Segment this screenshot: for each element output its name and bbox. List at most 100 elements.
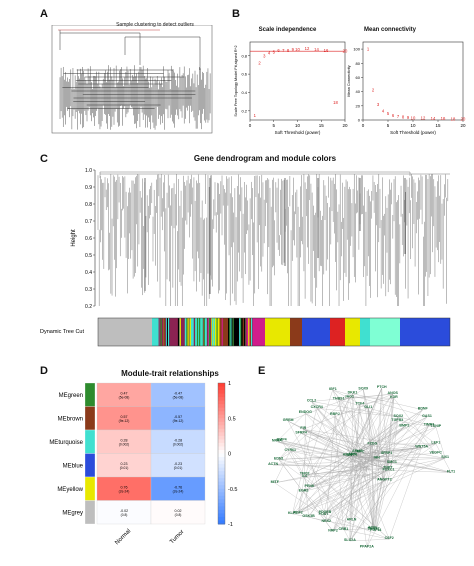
legend-gradient-step	[218, 471, 225, 476]
network-edge	[393, 398, 436, 454]
scale-ytick-label: 0.6	[241, 72, 247, 77]
network-edge	[305, 413, 356, 468]
c-ytick-label: 0.5	[85, 253, 92, 259]
c-color-stripe	[196, 318, 199, 346]
network-edge	[292, 455, 358, 515]
network-edge	[298, 459, 367, 514]
legend-gradient-step	[218, 467, 225, 472]
module-label: MEgrey	[62, 510, 83, 516]
module-color-swatch	[84, 429, 96, 454]
legend-gradient-step	[218, 464, 225, 469]
network-edge	[349, 425, 430, 542]
network-gene-label: GLI1	[364, 405, 372, 409]
legend-gradient-step	[218, 383, 225, 388]
network-edge	[301, 433, 351, 457]
network-edge	[349, 460, 366, 542]
network-edge	[303, 421, 398, 492]
network-gene-label: SMC1	[387, 460, 397, 464]
network-edge	[278, 407, 369, 460]
module-label: MEyellow	[57, 487, 83, 493]
network-gene-label: ACSL	[368, 525, 379, 529]
scale-point: 16	[324, 48, 329, 53]
network-gene-label: WNT	[346, 453, 355, 457]
network-edge	[352, 393, 360, 461]
c-color-stripe	[203, 318, 205, 346]
network-gene-label: RBPJ	[330, 412, 340, 416]
network-edge	[326, 416, 399, 522]
heatmap-cell-pvalue: (9e-12)	[119, 419, 130, 423]
network-edge	[375, 480, 385, 532]
network-edge	[332, 461, 371, 532]
network-edge	[323, 464, 358, 516]
heatmap-cell-pvalue: (0.8)	[175, 513, 182, 517]
network-edge	[388, 470, 452, 473]
network-edge	[343, 463, 359, 530]
panel-b-letter: B	[232, 8, 240, 20]
scale-point: 2	[258, 61, 261, 66]
c-color-stripe	[206, 318, 209, 346]
c-color-stripe	[211, 318, 214, 346]
legend-gradient-step	[218, 435, 225, 440]
network-edge	[311, 401, 387, 454]
network-edge	[365, 459, 452, 473]
network-edge	[350, 455, 452, 473]
network-gene-label: ANGPT1	[343, 453, 358, 457]
network-gene-label: FOXC1	[382, 467, 394, 471]
scale-point: 12	[305, 46, 310, 51]
network-edge	[311, 401, 399, 417]
legend-tick-label: -1	[228, 522, 233, 528]
panel-c-gene-dendrogram: 0.2 0.3 0.4 0.5 0.6 0.7 0.8 0.9 1.0 Height Dynami…	[40, 168, 451, 347]
network-gene-label: WNT5A	[415, 444, 428, 448]
network-edge	[354, 404, 360, 459]
legend-tick-label: 0	[228, 452, 231, 458]
network-edge	[281, 440, 364, 460]
legend-gradient-step	[218, 453, 225, 458]
scale-point: 5	[273, 50, 276, 55]
scale-point: 9	[292, 47, 295, 52]
network-edge	[303, 429, 422, 448]
module-color-swatch	[84, 382, 96, 407]
network-edge	[376, 421, 398, 459]
legend-gradient-step	[218, 425, 225, 430]
mean-point: 6	[392, 113, 395, 118]
network-edge	[338, 399, 351, 456]
panel-a-top-branches	[59, 30, 201, 70]
legend-gradient-step	[218, 397, 225, 402]
network-edge	[273, 464, 371, 467]
c-color-stripe	[208, 318, 211, 346]
c-color-stripe	[165, 318, 168, 346]
network-edge	[367, 416, 428, 464]
network-edge	[352, 394, 393, 455]
network-edge	[368, 467, 373, 529]
network-edge	[298, 394, 393, 514]
c-color-stripe	[189, 318, 191, 346]
network-edge	[350, 388, 382, 457]
heatmap-cell-value: -0.02	[120, 509, 128, 513]
c-ylabel: Height	[71, 229, 77, 247]
legend-tick-label: 1	[228, 381, 231, 387]
legend-gradient-step	[218, 457, 225, 462]
network-edge	[358, 443, 436, 470]
heatmap-cell-pvalue: (2e-24)	[119, 489, 130, 493]
network-edge	[349, 538, 390, 542]
heatmap-cell-pvalue: (2e-24)	[173, 489, 184, 493]
network-gene-label: BMP2	[399, 424, 409, 428]
heatmap-cell-pvalue: (0.002)	[173, 442, 183, 446]
network-edge	[274, 482, 344, 530]
scale-ytick-label: 0.8	[241, 53, 247, 58]
network-edge	[376, 443, 436, 459]
network-gene-label: KDR	[390, 395, 398, 399]
c-color-stripe	[249, 318, 252, 346]
scale-point: 18	[333, 100, 338, 105]
module-color-swatch	[84, 406, 96, 431]
network-edge	[292, 447, 422, 515]
c-color-stripe	[218, 318, 220, 346]
network-edge	[311, 401, 370, 471]
c-color-stripe	[213, 318, 215, 346]
network-edge	[288, 421, 351, 542]
network-edge	[278, 456, 356, 460]
network-edge	[375, 462, 393, 532]
network-edge	[349, 404, 360, 456]
scale-independence-title: Scale independence	[258, 27, 317, 33]
legend-gradient-step	[218, 481, 225, 486]
